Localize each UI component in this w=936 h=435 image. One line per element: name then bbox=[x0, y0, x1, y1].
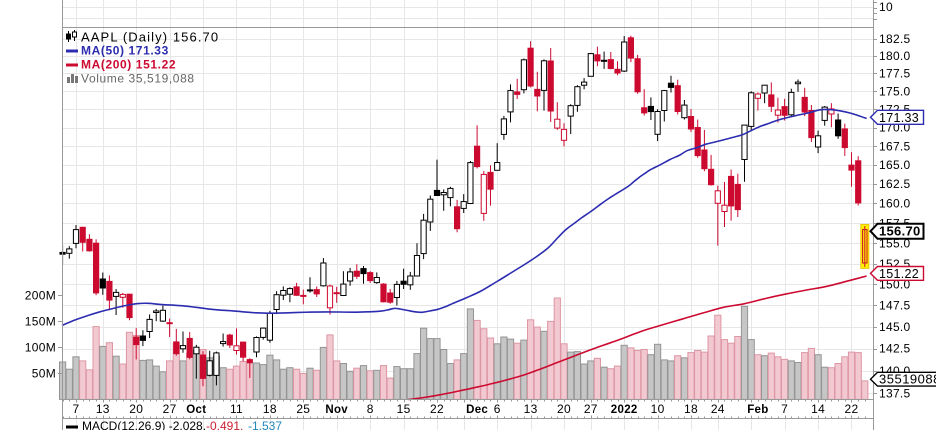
svg-text:Oct: Oct bbox=[186, 404, 206, 416]
svg-text:15: 15 bbox=[397, 402, 411, 416]
svg-text:175.0: 175.0 bbox=[879, 84, 911, 98]
svg-text:177.5: 177.5 bbox=[879, 67, 911, 81]
svg-text:MA(200) 151.22: MA(200) 151.22 bbox=[81, 58, 176, 72]
svg-text:2022: 2022 bbox=[611, 404, 638, 416]
svg-text:-0.491,: -0.491, bbox=[206, 419, 243, 430]
svg-text:8: 8 bbox=[367, 402, 374, 416]
svg-text:27: 27 bbox=[163, 402, 177, 416]
svg-text:100M: 100M bbox=[25, 341, 56, 355]
svg-text:182.5: 182.5 bbox=[879, 32, 911, 46]
svg-text:MACD(12,26,9) -2.028,: MACD(12,26,9) -2.028, bbox=[82, 419, 206, 430]
svg-text:180.0: 180.0 bbox=[879, 49, 911, 63]
svg-text:20: 20 bbox=[557, 402, 571, 416]
svg-text:18: 18 bbox=[263, 402, 277, 416]
svg-text:160.0: 160.0 bbox=[879, 197, 911, 211]
svg-text:13: 13 bbox=[524, 402, 538, 416]
svg-text:151.22: 151.22 bbox=[879, 267, 919, 281]
svg-text:Volume 35,519,088: Volume 35,519,088 bbox=[81, 72, 195, 86]
svg-text:Feb: Feb bbox=[747, 404, 768, 416]
svg-text:7: 7 bbox=[73, 402, 80, 416]
svg-text:22: 22 bbox=[845, 402, 859, 416]
svg-text:AAPL (Daily) 156.70: AAPL (Daily) 156.70 bbox=[81, 30, 219, 45]
svg-text:20: 20 bbox=[129, 402, 143, 416]
svg-text:162.5: 162.5 bbox=[879, 177, 911, 191]
svg-text:27: 27 bbox=[584, 402, 598, 416]
svg-text:10: 10 bbox=[651, 402, 665, 416]
svg-text:171.33: 171.33 bbox=[879, 111, 919, 125]
svg-text:165.0: 165.0 bbox=[879, 158, 911, 172]
svg-text:167.5: 167.5 bbox=[879, 139, 911, 153]
svg-text:147.5: 147.5 bbox=[879, 299, 911, 313]
svg-text:MA(50) 171.33: MA(50) 171.33 bbox=[81, 44, 169, 58]
svg-text:6: 6 bbox=[494, 402, 501, 416]
svg-text:-1.537: -1.537 bbox=[248, 419, 282, 430]
svg-text:13: 13 bbox=[96, 402, 110, 416]
svg-text:18: 18 bbox=[684, 402, 698, 416]
svg-text:14: 14 bbox=[811, 402, 825, 416]
svg-text:137.5: 137.5 bbox=[879, 387, 911, 401]
svg-text:145.0: 145.0 bbox=[879, 320, 911, 334]
svg-text:7: 7 bbox=[781, 402, 788, 416]
svg-text:10: 10 bbox=[879, 0, 893, 14]
svg-text:150M: 150M bbox=[25, 315, 56, 329]
svg-text:11: 11 bbox=[230, 402, 243, 416]
svg-text:200M: 200M bbox=[25, 289, 56, 303]
svg-text:24: 24 bbox=[711, 402, 725, 416]
svg-text:35519088: 35519088 bbox=[879, 372, 936, 387]
svg-text:Dec: Dec bbox=[466, 404, 488, 416]
svg-text:50M: 50M bbox=[32, 367, 56, 381]
svg-text:22: 22 bbox=[430, 402, 444, 416]
svg-text:25: 25 bbox=[296, 402, 310, 416]
svg-text:Nov: Nov bbox=[325, 404, 348, 416]
svg-text:142.5: 142.5 bbox=[879, 342, 911, 356]
svg-text:156.70: 156.70 bbox=[879, 224, 921, 239]
